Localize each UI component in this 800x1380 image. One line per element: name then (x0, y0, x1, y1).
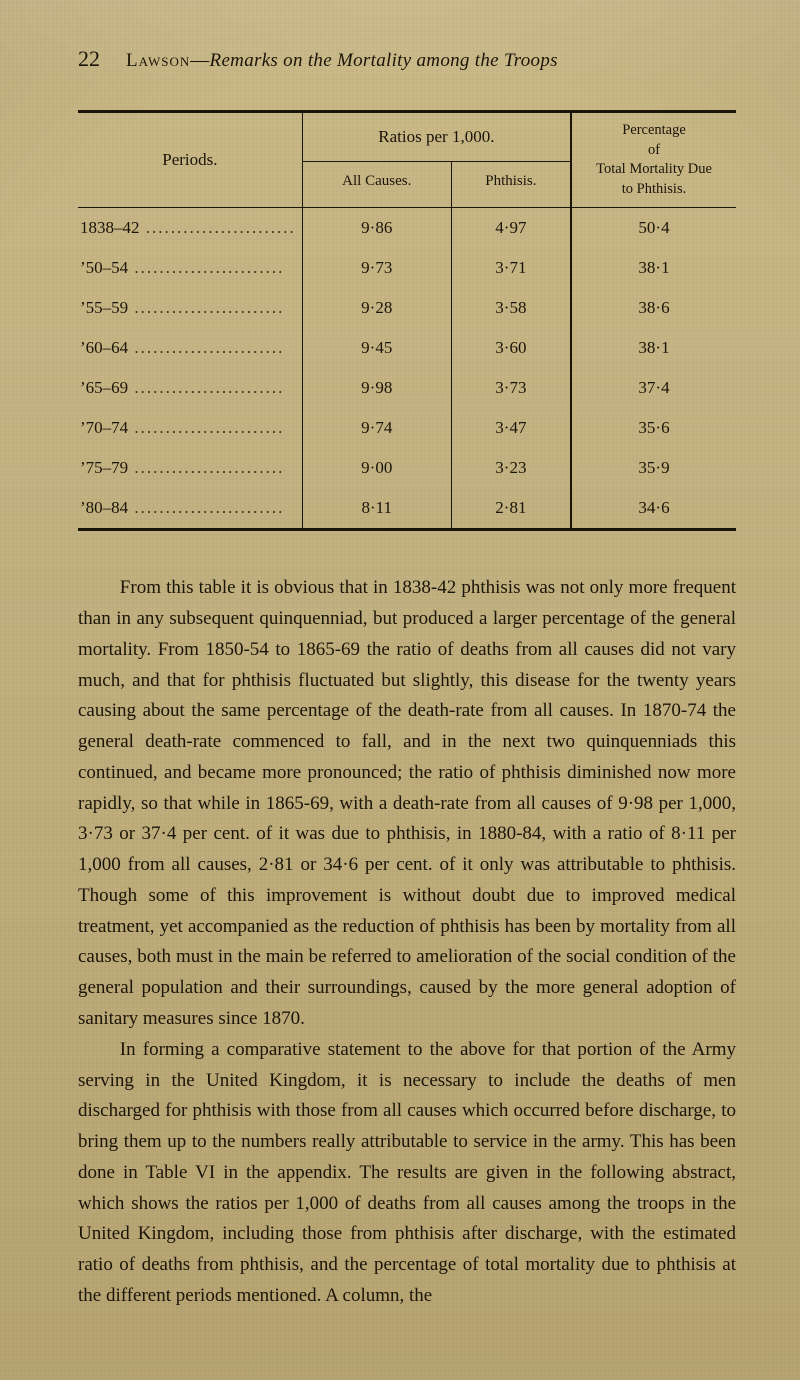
page-header: 22 Lawson—Remarks on the Mortality among… (78, 46, 736, 72)
cell-percentage: 37·4 (571, 368, 736, 408)
cell-percentage: 34·6 (571, 488, 736, 530)
cell-percentage: 35·9 (571, 448, 736, 488)
pct-line-2: Total Mortality Due (596, 161, 712, 177)
cell-all-causes: 9·45 (302, 328, 451, 368)
cell-percentage: 35·6 (571, 408, 736, 448)
running-head-author: Lawson (126, 50, 190, 71)
cell-period: ’80–84 ........................ (78, 488, 302, 530)
col-header-periods: Periods. (78, 112, 302, 208)
cell-period: ’70–74 ........................ (78, 408, 302, 448)
cell-all-causes: 9·98 (302, 368, 451, 408)
cell-all-causes: 9·74 (302, 408, 451, 448)
cell-phthisis: 2·81 (451, 488, 571, 530)
cell-period: ’65–69 ........................ (78, 368, 302, 408)
table-row: ’80–84 ........................8·112·813… (78, 488, 736, 530)
scanned-page: 22 Lawson—Remarks on the Mortality among… (0, 0, 800, 1380)
cell-period: 1838–42 ........................ (78, 208, 302, 249)
cell-period: ’50–54 ........................ (78, 248, 302, 288)
table-row: ’60–64 ........................9·453·603… (78, 328, 736, 368)
running-head-title: Remarks on the Mortality among the Troop… (210, 50, 558, 71)
cell-period: ’75–79 ........................ (78, 448, 302, 488)
table-row: ’70–74 ........................9·743·473… (78, 408, 736, 448)
cell-all-causes: 9·73 (302, 248, 451, 288)
running-head: Lawson—Remarks on the Mortality among th… (126, 50, 558, 72)
cell-percentage: 50·4 (571, 208, 736, 249)
cell-all-causes: 9·00 (302, 448, 451, 488)
cell-phthisis: 3·23 (451, 448, 571, 488)
cell-percentage: 38·6 (571, 288, 736, 328)
cell-all-causes: 8·11 (302, 488, 451, 530)
pct-line-1: of (648, 142, 660, 158)
col-header-percentage: Percentage of Total Mortality Due to Pht… (571, 112, 736, 208)
cell-all-causes: 9·86 (302, 208, 451, 249)
cell-period: ’55–59 ........................ (78, 288, 302, 328)
cell-phthisis: 3·47 (451, 408, 571, 448)
table-row: 1838–42 ........................9·864·97… (78, 208, 736, 249)
cell-phthisis: 3·58 (451, 288, 571, 328)
table-body: 1838–42 ........................9·864·97… (78, 208, 736, 530)
page-number: 22 (78, 46, 100, 72)
paragraph: In forming a comparative statement to th… (78, 1035, 736, 1312)
cell-all-causes: 9·28 (302, 288, 451, 328)
cell-phthisis: 3·73 (451, 368, 571, 408)
body-text: From this table it is obvious that in 18… (78, 573, 736, 1311)
table-row: ’55–59 ........................9·283·583… (78, 288, 736, 328)
pct-line-3: to Phthisis. (622, 181, 686, 197)
mortality-table: Periods. Ratios per 1,000. Percentage of… (78, 110, 736, 531)
paragraph: From this table it is obvious that in 18… (78, 573, 736, 1034)
col-header-ratios-group: Ratios per 1,000. (302, 112, 571, 162)
col-header-all-causes: All Causes. (302, 162, 451, 208)
table-header-row-1: Periods. Ratios per 1,000. Percentage of… (78, 112, 736, 162)
cell-phthisis: 3·71 (451, 248, 571, 288)
cell-percentage: 38·1 (571, 248, 736, 288)
cell-phthisis: 4·97 (451, 208, 571, 249)
cell-phthisis: 3·60 (451, 328, 571, 368)
table-row: ’75–79 ........................9·003·233… (78, 448, 736, 488)
cell-percentage: 38·1 (571, 328, 736, 368)
table-row: ’50–54 ........................9·733·713… (78, 248, 736, 288)
cell-period: ’60–64 ........................ (78, 328, 302, 368)
pct-line-0: Percentage (622, 122, 686, 138)
table-head: Periods. Ratios per 1,000. Percentage of… (78, 112, 736, 208)
table-row: ’65–69 ........................9·983·733… (78, 368, 736, 408)
running-head-dash: — (190, 50, 209, 71)
col-header-phthisis: Phthisis. (451, 162, 571, 208)
